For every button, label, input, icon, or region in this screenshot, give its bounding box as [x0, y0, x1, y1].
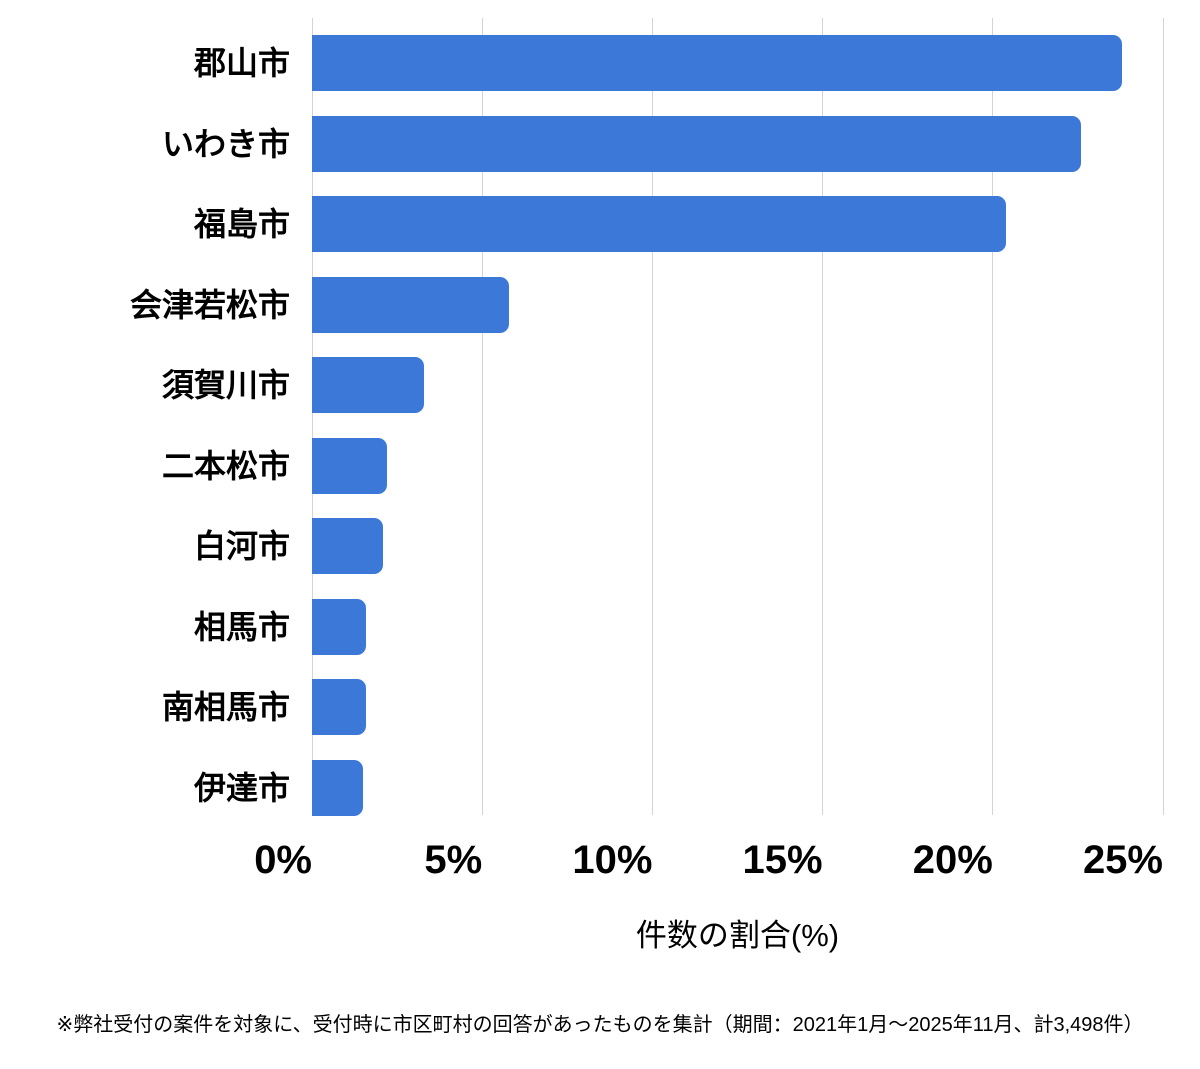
x-tick-label-0: 0% [254, 838, 312, 882]
y-axis-label-2: いわき市 [161, 125, 290, 162]
gridline-0 [311, 18, 313, 815]
x-axis-ticks: 0% 5% 10% 15% 20% 25% [254, 838, 1163, 888]
y-axis-label-6: 二本松市 [161, 447, 290, 484]
x-tick-label-10: 10% [572, 838, 653, 882]
y-axis-label-7: 白河市 [193, 528, 290, 564]
y-axis-label-5: 須賀川市 [161, 367, 290, 403]
gridline-25 [1162, 18, 1164, 815]
bar-1 [312, 35, 1123, 91]
y-axis-label-8: 相馬市 [193, 608, 290, 645]
bar-6 [312, 437, 387, 494]
gridline-15 [822, 18, 824, 815]
bar-7 [312, 518, 384, 574]
bar-3 [312, 196, 1007, 252]
bar-5 [312, 357, 425, 413]
x-tick-label-20: 20% [912, 838, 993, 882]
y-axis-label-1: 郡山市 [193, 45, 290, 81]
y-axis-label-9: 南相馬市 [161, 689, 290, 725]
bar-2 [312, 115, 1082, 172]
x-axis-title: 件数の割合(%) [635, 918, 840, 953]
gridline-5 [481, 18, 483, 815]
x-tick-label-25: 25% [1082, 838, 1163, 882]
y-axis-label-10: 伊達市 [193, 769, 290, 806]
x-tick-label-15: 15% [742, 838, 823, 882]
bar-9 [312, 679, 367, 735]
y-axis-label-3: 福島市 [193, 206, 290, 242]
y-axis-labels: 郡山市いわき市福島市会津若松市須賀川市二本松市白河市相馬市南相馬市伊達市 [0, 18, 290, 815]
footer-note: ※弊社受付の案件を対象に、受付時に市区町村の回答があったものを集計（期間：202… [56, 1014, 1144, 1036]
bar-10 [312, 759, 364, 816]
y-axis-label-4: 会津若松市 [129, 286, 290, 323]
gridline-20 [992, 18, 994, 815]
plot-area [311, 18, 1164, 816]
bar-8 [312, 598, 367, 655]
x-tick-label-5: 5% [424, 838, 483, 882]
bar-4 [312, 276, 510, 333]
gridline-10 [651, 18, 653, 815]
